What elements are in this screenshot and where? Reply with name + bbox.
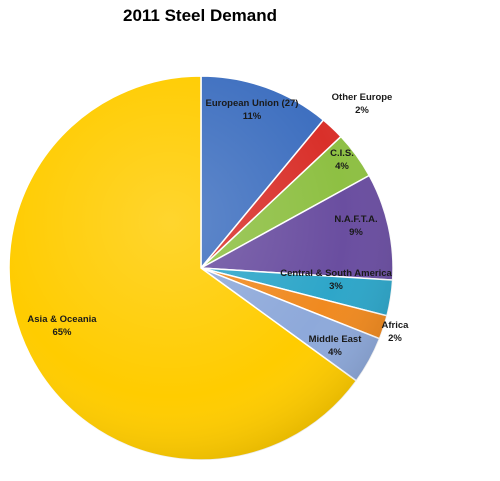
slice-percent-label: 4% (328, 347, 342, 358)
slice-name-label: European Union (27) (206, 98, 299, 109)
slice-percent-label: 4% (335, 161, 349, 172)
slice-name-label: Other Europe (332, 92, 393, 103)
slice-name-label: Central & South America (280, 268, 392, 279)
slice-percent-label: 65% (52, 327, 72, 338)
slice-percent-label: 2% (388, 333, 402, 344)
slice-percent-label: 2% (355, 105, 369, 116)
slice-name-label: Africa (382, 320, 410, 331)
slice-name-label: Asia & Oceania (27, 314, 97, 325)
chart-title: 2011 Steel Demand (122, 6, 278, 25)
slice-percent-label: 9% (349, 227, 363, 238)
slice-percent-label: 11% (243, 111, 262, 122)
slice-name-label: N.A.F.T.A. (334, 214, 377, 225)
slice-percent-label: 3% (329, 281, 343, 292)
slice-name-label: Middle East (309, 334, 363, 345)
slice-name-label: C.I.S. (330, 148, 354, 159)
